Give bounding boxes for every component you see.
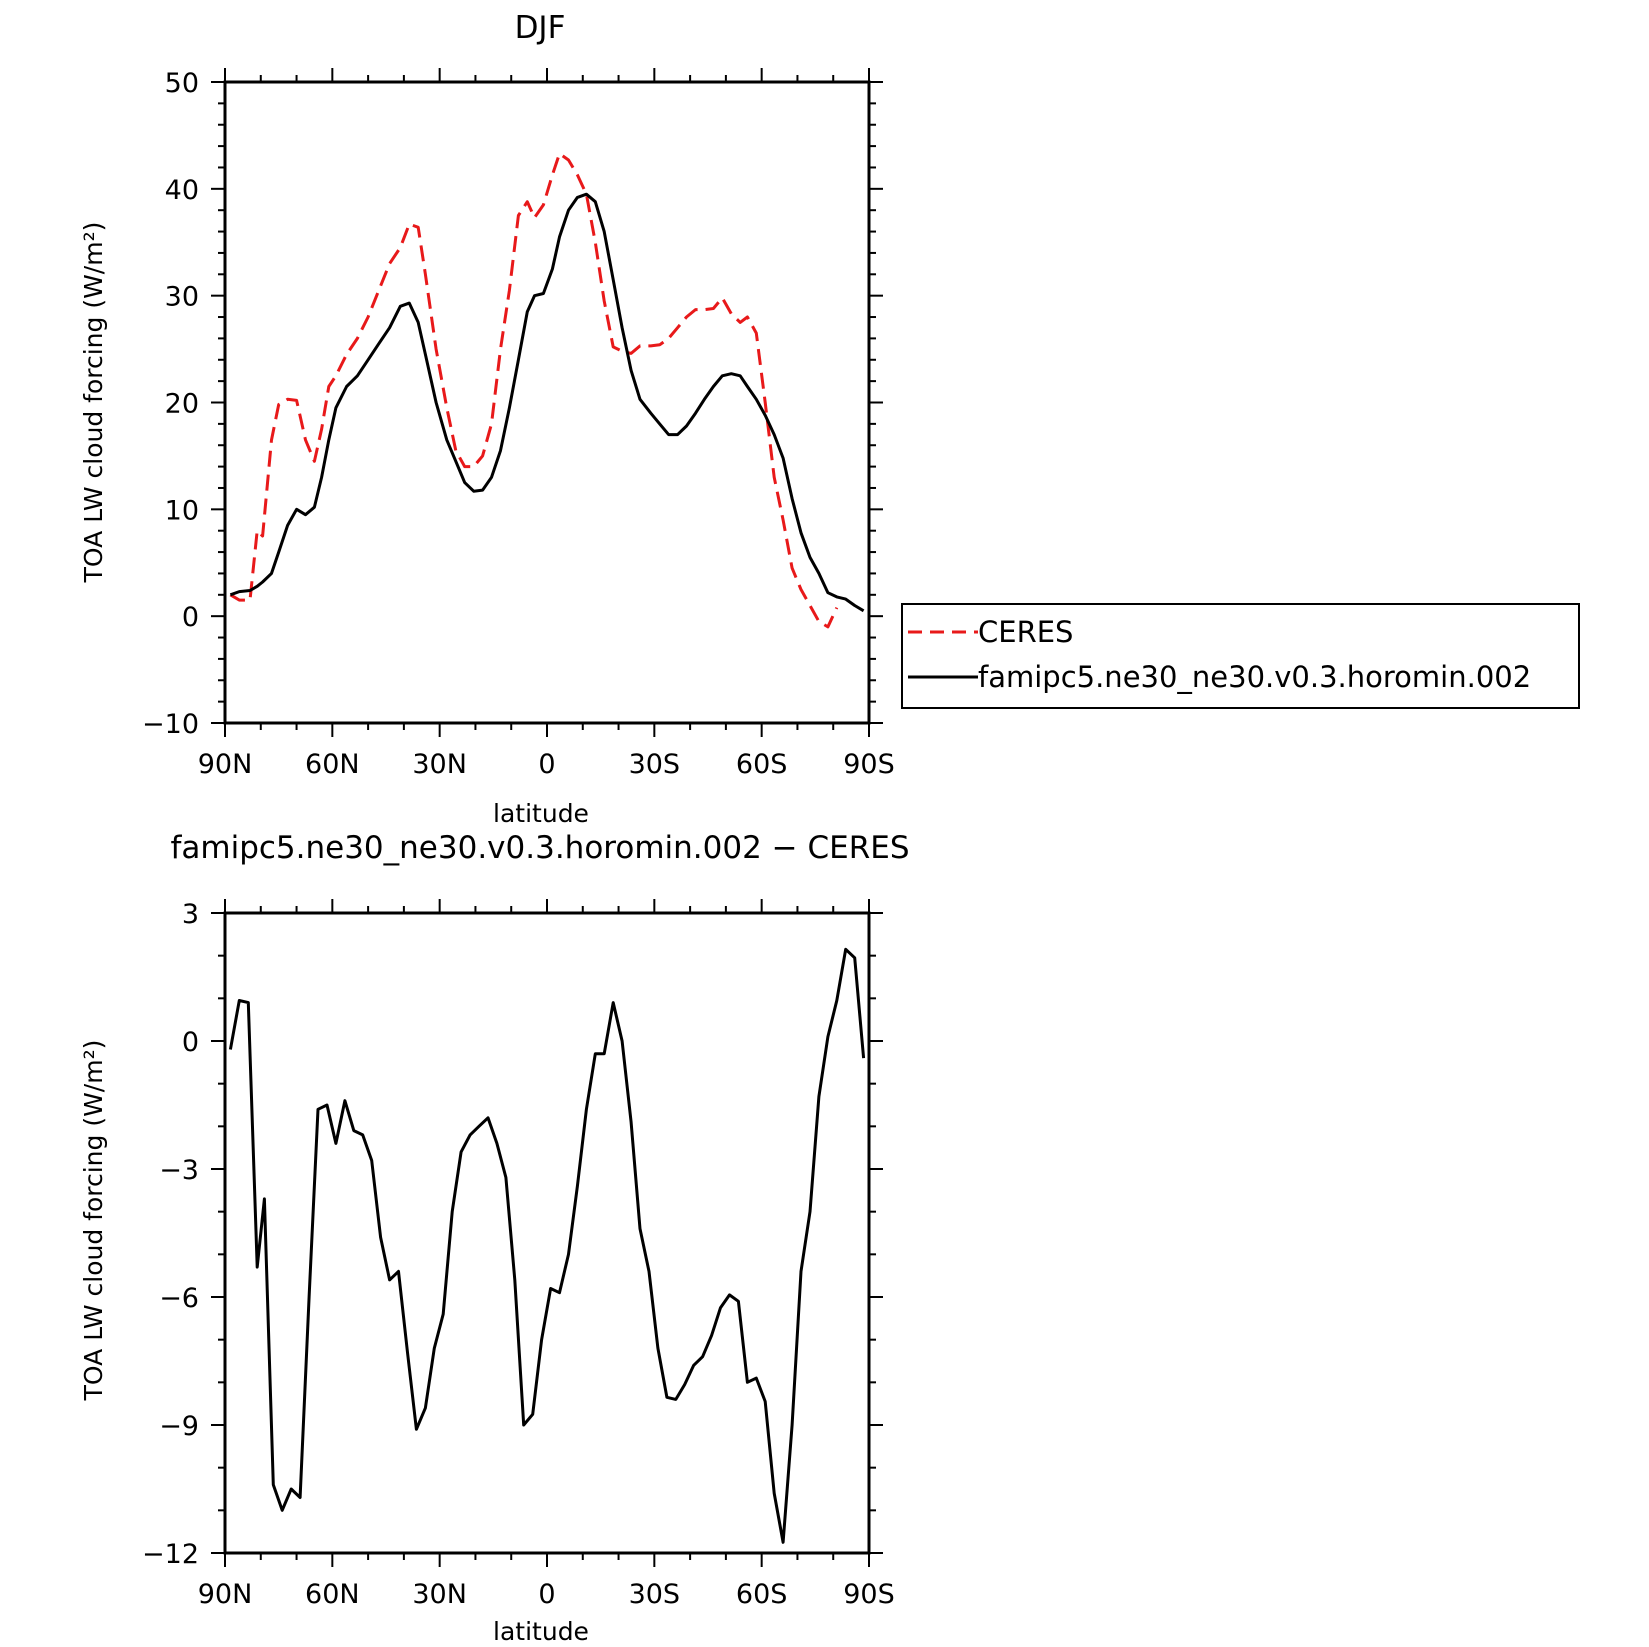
chart-title-difference: famipc5.ne30_ne30.v0.3.horomin.002 − CER… <box>170 830 909 866</box>
series-line-difference <box>228 947 866 1544</box>
legend-label-ceres: CERES <box>978 615 1073 649</box>
x-axis-title-bottom: latitude <box>493 1617 589 1646</box>
x-tick-label: 0 <box>538 749 555 780</box>
x-tick-label: 30S <box>629 749 681 780</box>
x-tick-label: 90S <box>843 749 895 780</box>
y-tick-label: 30 <box>165 282 199 313</box>
y-tick-label: 3 <box>182 899 199 930</box>
y-tick-label: −3 <box>159 1155 199 1186</box>
x-tick-label: 0 <box>538 1579 555 1610</box>
y-tick-label: 0 <box>182 1027 199 1058</box>
series-line-ceres <box>229 152 839 629</box>
plot-frame <box>223 80 871 725</box>
top-plot-area: 90N 60N 30N 0 30S 60S 90S −10 0 10 20 30 40 50 <box>142 68 895 780</box>
x-tick-label: 60N <box>305 1579 360 1610</box>
top-panel-djf: DJF 90N 60N 30N 0 30S 60S 90S −10 0 10 20 30 40 50 la… <box>79 10 895 828</box>
y-tick-label: 50 <box>165 68 199 99</box>
legend-label-model: famipc5.ne30_ne30.v0.3.horomin.002 <box>978 660 1531 694</box>
x-tick-label: 90N <box>198 1579 253 1610</box>
x-tick-label: 30N <box>412 1579 467 1610</box>
y-tick-label: 10 <box>165 495 199 526</box>
x-tick-label: 90S <box>843 1579 895 1610</box>
y-axis-title-top: TOA LW cloud forcing (W/m²) <box>79 222 108 584</box>
y-tick-label: −12 <box>142 1539 199 1570</box>
x-tick-label: 60S <box>736 1579 788 1610</box>
chart-title-djf: DJF <box>515 10 566 46</box>
y-tick-label: −10 <box>142 709 199 740</box>
y-tick-label: −6 <box>159 1283 199 1314</box>
x-tick-label: 60N <box>305 749 360 780</box>
legend: CERES famipc5.ne30_ne30.v0.3.horomin.002 <box>901 603 1580 709</box>
y-axis-title-bottom: TOA LW cloud forcing (W/m²) <box>79 1040 108 1402</box>
y-tick-label: 20 <box>165 389 199 420</box>
series-line-famipc5-ne30-ne30-v0-3-horomin-002 <box>229 192 865 613</box>
plot-frame <box>223 911 871 1555</box>
y-tick-label: 0 <box>182 602 199 633</box>
y-tick-label: −9 <box>159 1411 199 1442</box>
x-tick-label: 30S <box>629 1579 681 1610</box>
bottom-panel-difference: famipc5.ne30_ne30.v0.3.horomin.002 − CER… <box>79 830 910 1646</box>
x-tick-label: 30N <box>412 749 467 780</box>
x-tick-label: 60S <box>736 749 788 780</box>
bottom-plot-area: 90N 60N 30N 0 30S 60S 90S −12 −9 −6 −3 0 3 <box>142 899 895 1610</box>
legend-box <box>901 603 1580 709</box>
x-tick-label: 90N <box>198 749 253 780</box>
y-tick-label: 40 <box>165 175 199 206</box>
x-axis-title-top: latitude <box>493 799 589 828</box>
